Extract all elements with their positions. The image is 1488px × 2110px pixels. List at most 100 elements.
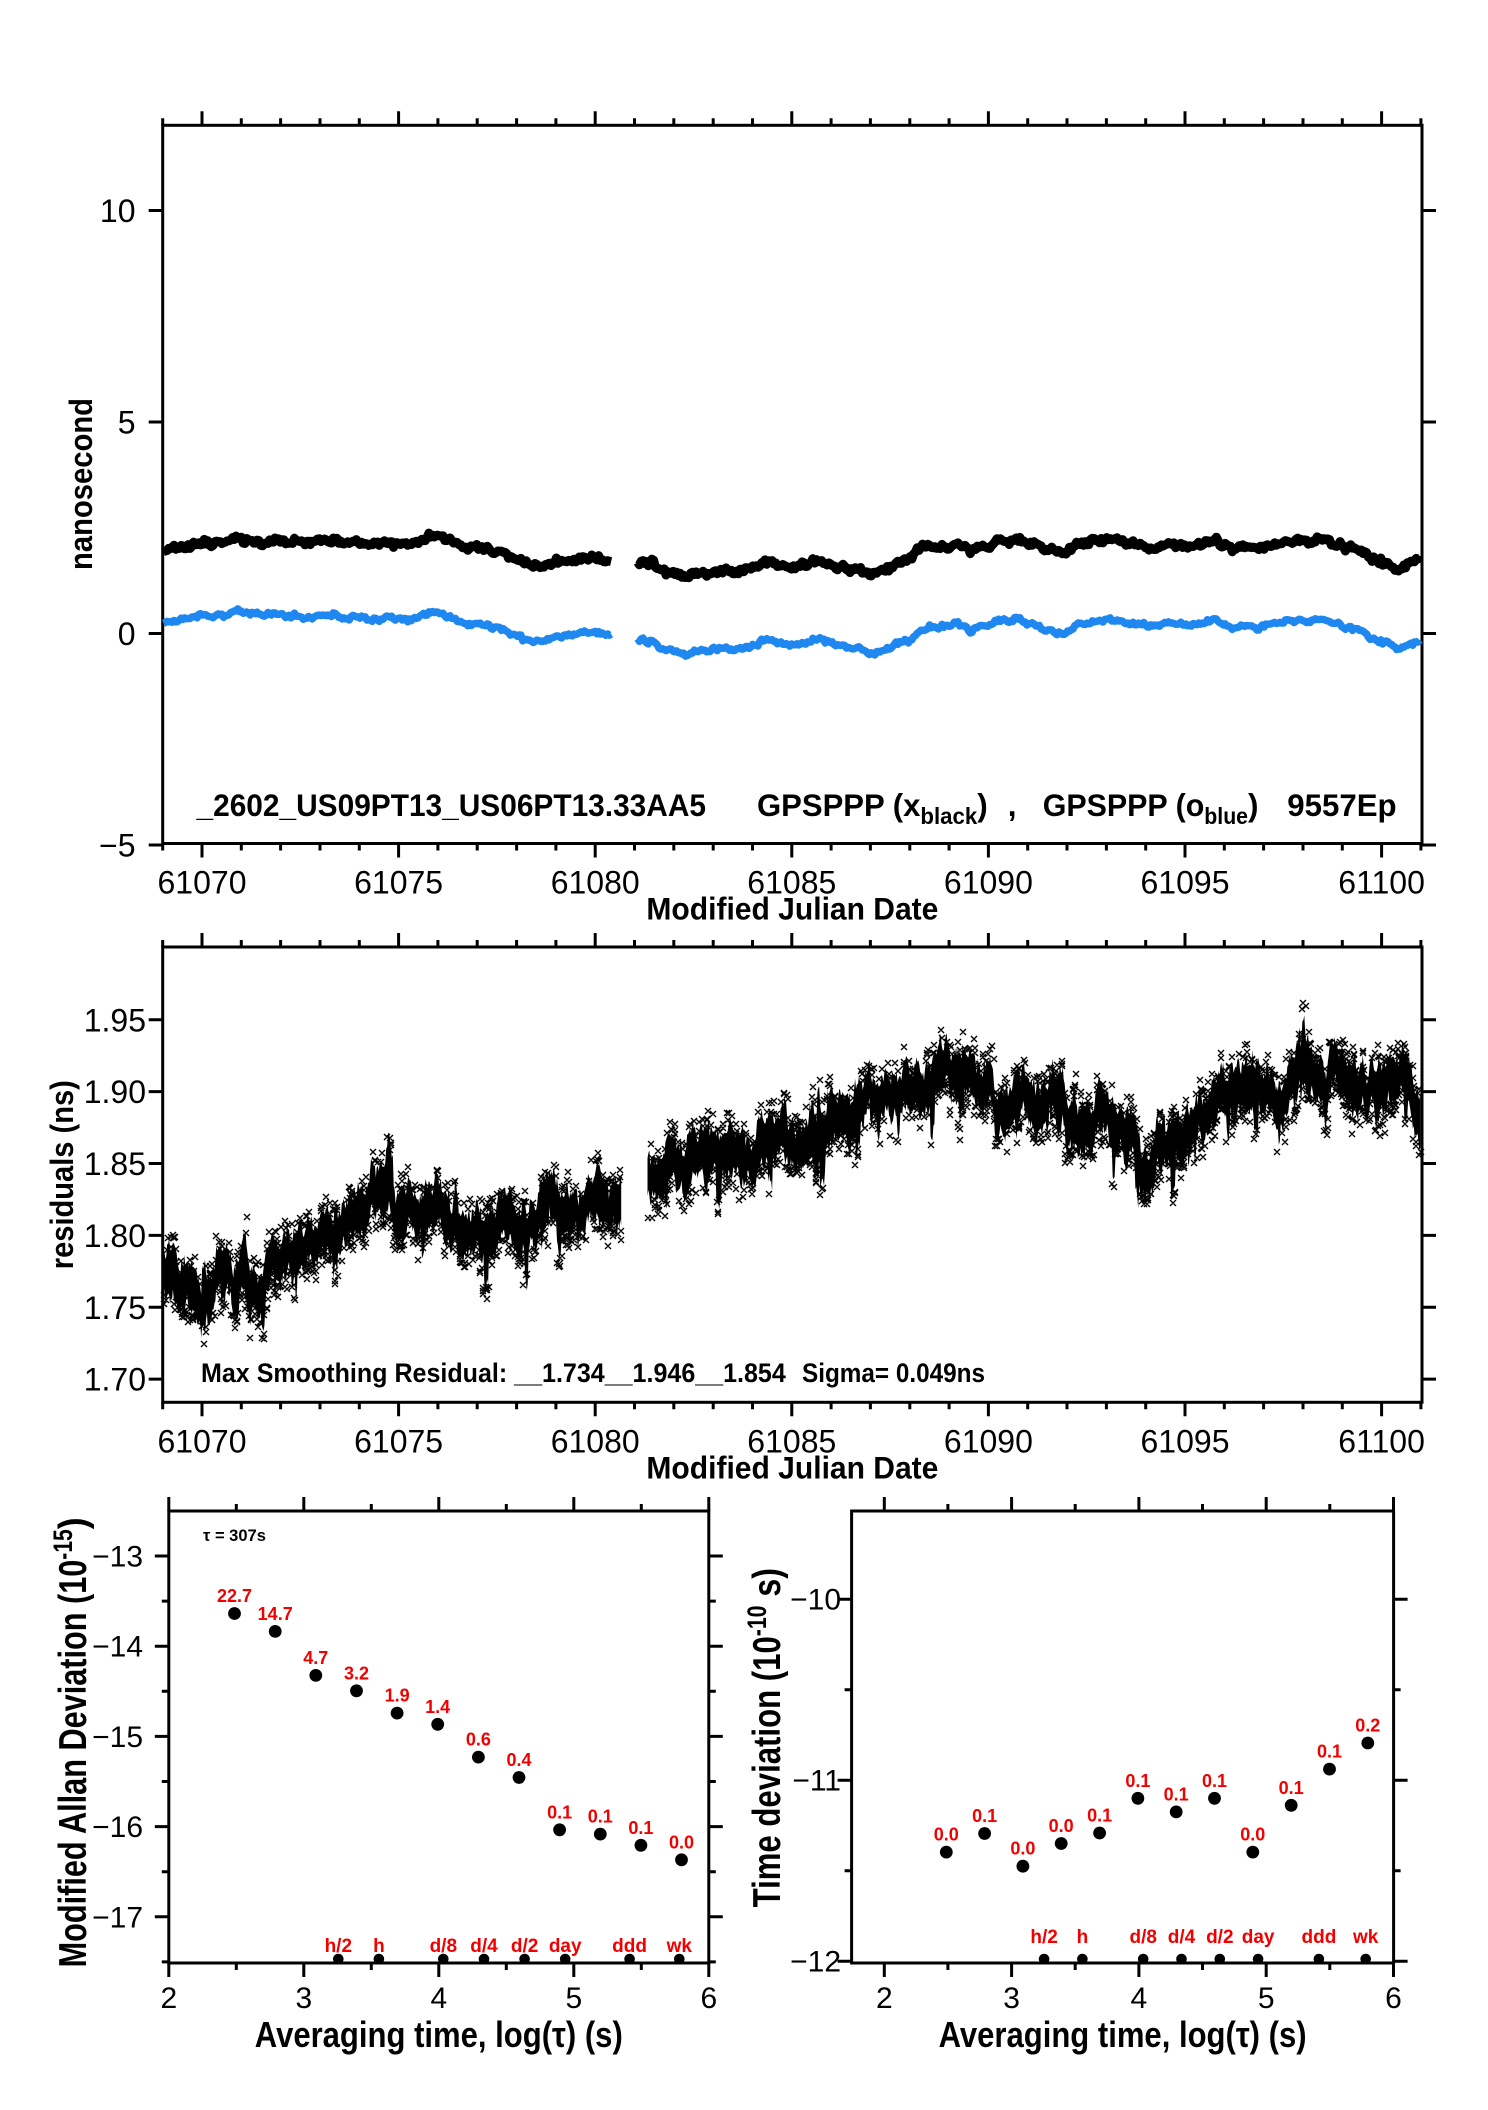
- svg-text:61080: 61080: [551, 1423, 640, 1459]
- svg-text:4: 4: [430, 1982, 447, 2015]
- svg-text:5: 5: [1258, 1982, 1275, 2015]
- svg-text:1.75: 1.75: [84, 1290, 146, 1326]
- svg-text:−11: −11: [792, 1765, 841, 1798]
- svg-text:s): s): [746, 1568, 789, 1606]
- svg-text:−12: −12: [790, 1946, 841, 1979]
- svg-text:0.1: 0.1: [588, 1807, 613, 1827]
- svg-text:d/8: d/8: [1129, 1927, 1156, 1948]
- svg-text:1.90: 1.90: [84, 1074, 146, 1110]
- svg-text:0.1: 0.1: [628, 1818, 653, 1838]
- svg-text:d/8: d/8: [430, 1936, 457, 1957]
- svg-text:Modified Allan Deviation (10: Modified Allan Deviation (10: [52, 1560, 95, 1968]
- svg-text:0.1: 0.1: [1164, 1784, 1189, 1804]
- svg-text:61100: 61100: [1338, 1423, 1425, 1459]
- svg-text:d/2: d/2: [1206, 1927, 1233, 1948]
- svg-text:2: 2: [876, 1982, 893, 2015]
- svg-text:1.95: 1.95: [84, 1002, 146, 1038]
- svg-text:61075: 61075: [354, 1423, 443, 1459]
- svg-text:61095: 61095: [1141, 1423, 1230, 1459]
- svg-text:2: 2: [160, 1982, 177, 2015]
- svg-text:61075: 61075: [354, 865, 443, 901]
- svg-text:ddd: ddd: [1301, 1927, 1336, 1948]
- svg-text:0.2: 0.2: [1355, 1716, 1380, 1736]
- svg-text:nanosecond: nanosecond: [63, 398, 99, 570]
- svg-text:4: 4: [1131, 1982, 1148, 2015]
- svg-text:61080: 61080: [551, 865, 640, 901]
- svg-text:GPSPPP (o: GPSPPP (o: [1043, 787, 1205, 823]
- svg-text:Sigma= 0.049ns: Sigma= 0.049ns: [802, 1358, 985, 1388]
- svg-text:−16: −16: [92, 1811, 143, 1844]
- svg-text:61100: 61100: [1338, 865, 1425, 901]
- svg-text:0.4: 0.4: [506, 1750, 531, 1770]
- svg-text:61070: 61070: [158, 865, 247, 901]
- svg-text:0.0: 0.0: [1240, 1825, 1265, 1845]
- svg-text:61090: 61090: [944, 865, 1033, 901]
- svg-text:0.1: 0.1: [1202, 1771, 1227, 1791]
- svg-text:Time deviation (10: Time deviation (10: [746, 1636, 789, 1907]
- svg-text:h/2: h/2: [325, 1936, 352, 1957]
- svg-text:5: 5: [565, 1982, 582, 2015]
- svg-text:61090: 61090: [944, 1423, 1033, 1459]
- svg-text:0.0: 0.0: [1049, 1816, 1074, 1836]
- svg-text:0.0: 0.0: [669, 1832, 694, 1852]
- svg-text:−13: −13: [92, 1541, 143, 1574]
- svg-text:6: 6: [1385, 1982, 1402, 2015]
- svg-text:1.70: 1.70: [84, 1362, 146, 1398]
- svg-text:Max Smoothing Residual: __1.73: Max Smoothing Residual: __1.734__1.946__…: [201, 1358, 786, 1388]
- svg-text:0.0: 0.0: [934, 1825, 959, 1845]
- svg-text:61085: 61085: [747, 865, 836, 901]
- svg-text:-15: -15: [48, 1529, 78, 1560]
- svg-text:14.7: 14.7: [258, 1604, 293, 1624]
- svg-text:τ = 307s: τ = 307s: [203, 1527, 266, 1545]
- svg-text:): ): [52, 1517, 95, 1529]
- svg-text:0.0: 0.0: [1010, 1839, 1035, 1859]
- svg-text:d/4: d/4: [1168, 1927, 1196, 1948]
- svg-text:0.1: 0.1: [1087, 1806, 1112, 1826]
- svg-text:5: 5: [118, 405, 136, 441]
- svg-text:3.2: 3.2: [344, 1663, 369, 1683]
- svg-text:0.1: 0.1: [547, 1802, 572, 1822]
- svg-text:61095: 61095: [1141, 865, 1230, 901]
- svg-text:day: day: [1242, 1927, 1275, 1948]
- svg-text:6: 6: [700, 1982, 717, 2015]
- svg-text:1.80: 1.80: [84, 1218, 146, 1254]
- svg-text:ddd: ddd: [612, 1936, 647, 1957]
- svg-text:4.7: 4.7: [303, 1648, 328, 1668]
- svg-text:d/4: d/4: [470, 1936, 498, 1957]
- svg-text:−14: −14: [92, 1631, 143, 1664]
- svg-text:GPSPPP (x: GPSPPP (x: [757, 787, 921, 823]
- svg-text:1.85: 1.85: [84, 1146, 146, 1182]
- svg-text:Modified Julian Date: Modified Julian Date: [646, 890, 938, 926]
- svg-text:blue: blue: [1204, 803, 1248, 829]
- svg-text:0.6: 0.6: [466, 1730, 491, 1750]
- svg-text:−10: −10: [790, 1584, 841, 1617]
- svg-text:): ): [977, 787, 988, 823]
- svg-text:day: day: [549, 1936, 582, 1957]
- svg-text:0.1: 0.1: [1279, 1778, 1304, 1798]
- svg-text:-10: -10: [742, 1606, 772, 1637]
- svg-text:): ): [1248, 787, 1259, 823]
- svg-text:wk: wk: [1352, 1927, 1379, 1948]
- svg-text:h: h: [373, 1936, 385, 1957]
- svg-text:22.7: 22.7: [217, 1586, 252, 1606]
- svg-text:0: 0: [118, 616, 136, 652]
- svg-text:0.1: 0.1: [1317, 1742, 1342, 1762]
- svg-text:1.4: 1.4: [425, 1697, 450, 1717]
- svg-text:Averaging time, log(τ) (s): Averaging time, log(τ) (s): [255, 2014, 623, 2055]
- svg-text:Modified Julian Date: Modified Julian Date: [646, 1449, 938, 1485]
- svg-text:h/2: h/2: [1030, 1927, 1057, 1948]
- svg-text:−5: −5: [99, 828, 135, 864]
- svg-text:1.9: 1.9: [385, 1686, 410, 1706]
- svg-text:10: 10: [100, 193, 136, 229]
- svg-text:Averaging time, log(τ) (s): Averaging time, log(τ) (s): [939, 2014, 1307, 2055]
- svg-text:−15: −15: [92, 1721, 143, 1754]
- svg-text:,: ,: [1008, 787, 1017, 823]
- svg-text:0.1: 0.1: [972, 1806, 997, 1826]
- svg-text:61085: 61085: [747, 1423, 836, 1459]
- svg-text:9557Ep: 9557Ep: [1287, 787, 1396, 823]
- svg-text:residuals (ns): residuals (ns): [44, 1080, 80, 1269]
- svg-text:0.1: 0.1: [1125, 1771, 1150, 1791]
- svg-text:h: h: [1077, 1927, 1089, 1948]
- svg-text:−17: −17: [92, 1901, 143, 1934]
- svg-text:61070: 61070: [158, 1423, 247, 1459]
